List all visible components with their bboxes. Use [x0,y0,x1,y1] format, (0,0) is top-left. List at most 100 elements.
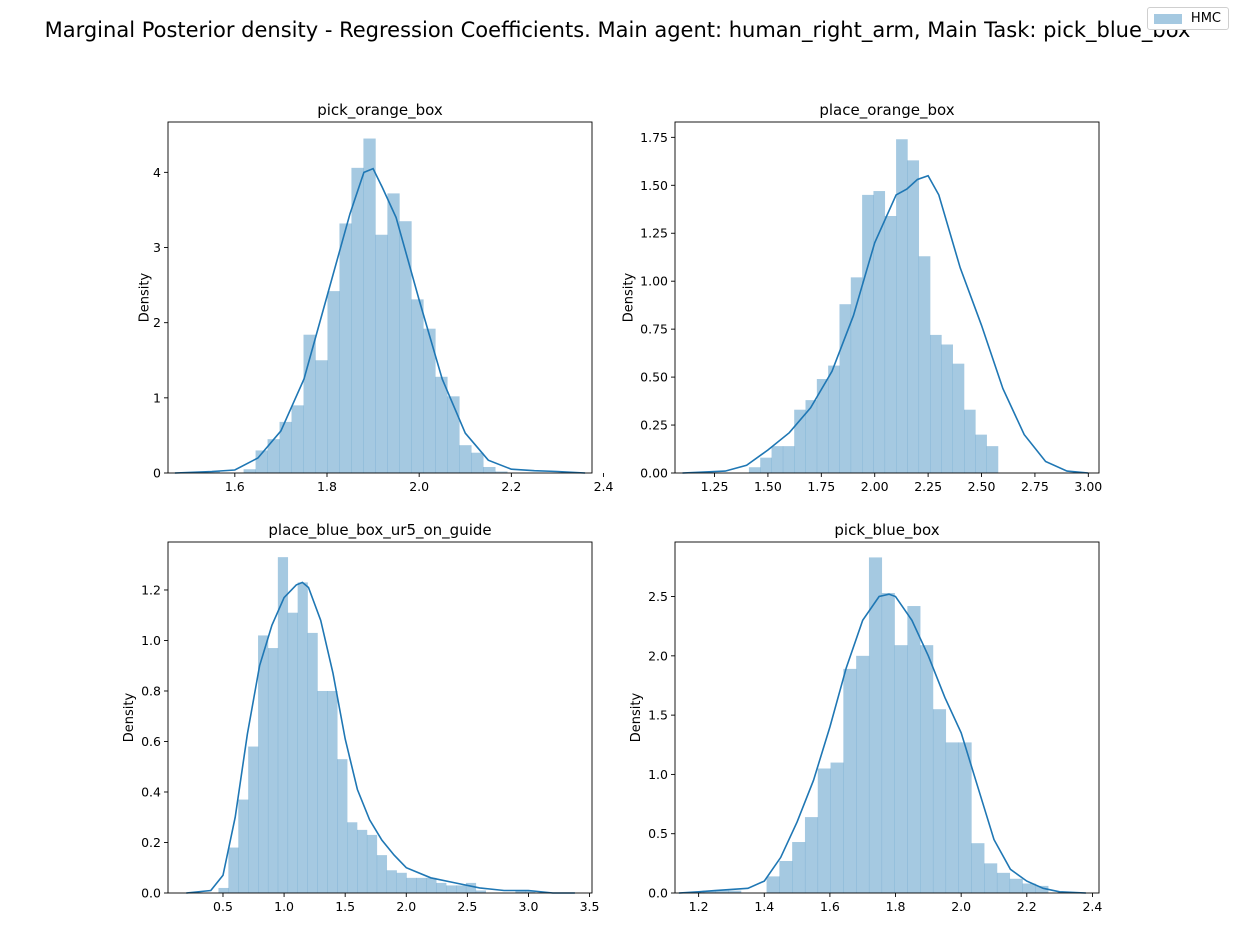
x-tick-label: 2.0 [409,479,429,494]
histogram-bar [406,877,417,893]
histogram-bar [243,469,256,473]
legend-label-hmc: HMC [1190,11,1221,26]
figure-suptitle: Marginal Posterior density - Regression … [44,18,1191,42]
y-tick-label: 1.0 [648,767,668,782]
x-tick-label: 3.5 [580,899,600,914]
histogram-bar [248,746,259,893]
x-tick-label: 3.00 [1074,479,1102,494]
legend-swatch-hmc [1153,13,1182,24]
histogram-bar [941,344,953,473]
histogram-bar [779,860,793,893]
histogram-bar [843,668,857,893]
histogram-bar [1022,883,1036,893]
legend: HMC [1146,7,1229,30]
histogram-bar [363,138,376,473]
histogram-bar [357,829,368,893]
y-axis-label: Density [622,272,637,322]
x-tick-label: 0.5 [213,899,233,914]
histogram-bar [804,817,819,893]
x-tick-label: 1.5 [335,899,355,914]
x-tick-label: 1.75 [807,479,835,494]
kde-line [186,581,575,894]
histogram-bar [1009,878,1023,893]
x-tick-label: 1.0 [274,899,294,914]
histogram-bar [366,834,378,893]
histogram-bar [971,843,985,893]
x-tick-label: 2.0 [396,899,416,914]
axes-frame [167,541,593,894]
x-tick-label: 1.6 [820,899,840,914]
histogram-bar [760,457,772,473]
histogram-bar [984,863,998,893]
x-tick-label: 3.0 [519,899,539,914]
histogram-bar [868,557,883,893]
y-tick-label: 2 [153,315,161,330]
histogram-bar [945,742,959,893]
histogram-bar [327,690,338,893]
x-tick-label: 2.4 [1082,899,1102,914]
histogram-bar [387,193,400,473]
x-tick-label: 1.6 [225,479,245,494]
histogram-bar [287,612,298,893]
histogram-bar [907,606,921,893]
y-tick-label: 0.4 [141,784,161,799]
histogram-bar [850,277,863,473]
histogram-bar [918,256,931,473]
histogram-bar [766,876,780,893]
y-axis-label: Density [137,272,152,322]
histogram-bar [748,467,761,473]
x-tick-label: 2.00 [861,479,889,494]
subplot-title: pick_blue_box [834,521,939,540]
histogram-bar [839,304,852,473]
x-tick-label: 2.0 [951,899,971,914]
y-tick-label: 0.50 [640,370,668,385]
y-tick-label: 0.2 [141,835,161,850]
histogram-bar [339,223,352,473]
histogram-bar [399,221,412,473]
histogram-bar [515,890,526,893]
histogram-bar [228,847,239,893]
y-tick-label: 0.5 [648,826,668,841]
histogram-bar [771,446,784,473]
y-tick-label: 0.00 [640,466,668,481]
histogram-bar [920,645,934,893]
kde-line [678,593,1086,894]
histogram-bar [525,890,536,893]
subplot-title: place_blue_box_ur5_on_guide [268,521,491,540]
histogram-bar [218,887,229,893]
y-tick-label: 2.5 [648,589,668,604]
histogram-bar [303,334,316,473]
histogram-bar [862,194,874,473]
histogram-bar [317,690,328,893]
kde-line [174,167,586,474]
histogram-bar [715,890,729,893]
x-tick-label: 2.25 [914,479,942,494]
x-tick-label: 2.50 [968,479,996,494]
x-tick-label: 1.50 [754,479,782,494]
histogram-bar [996,872,1011,893]
x-tick-label: 2.5 [457,899,477,914]
subplot-title: pick_orange_box [317,101,443,120]
histogram-bar [446,885,457,893]
y-tick-label: 4 [153,165,161,180]
histogram-bar [475,890,486,893]
histogram-bar [894,645,908,893]
y-tick-label: 0.0 [648,886,668,901]
histogram-bar [258,635,269,893]
subplot-title: place_orange_box [819,101,954,120]
histogram-bar [465,882,477,893]
x-tick-label: 2.4 [594,479,614,494]
histogram-bar [958,742,972,893]
histogram-bar [396,872,407,893]
y-tick-label: 1.00 [640,274,668,289]
histogram-bar [907,160,920,473]
histogram-bar [351,167,364,473]
histogram-bar [436,882,447,893]
y-tick-label: 2.0 [648,648,668,663]
x-tick-label: 2.2 [1017,899,1037,914]
histogram-bar [423,328,436,473]
y-tick-label: 1.50 [640,178,668,193]
y-tick-label: 1.0 [141,633,161,648]
histogram-bar [805,400,818,473]
